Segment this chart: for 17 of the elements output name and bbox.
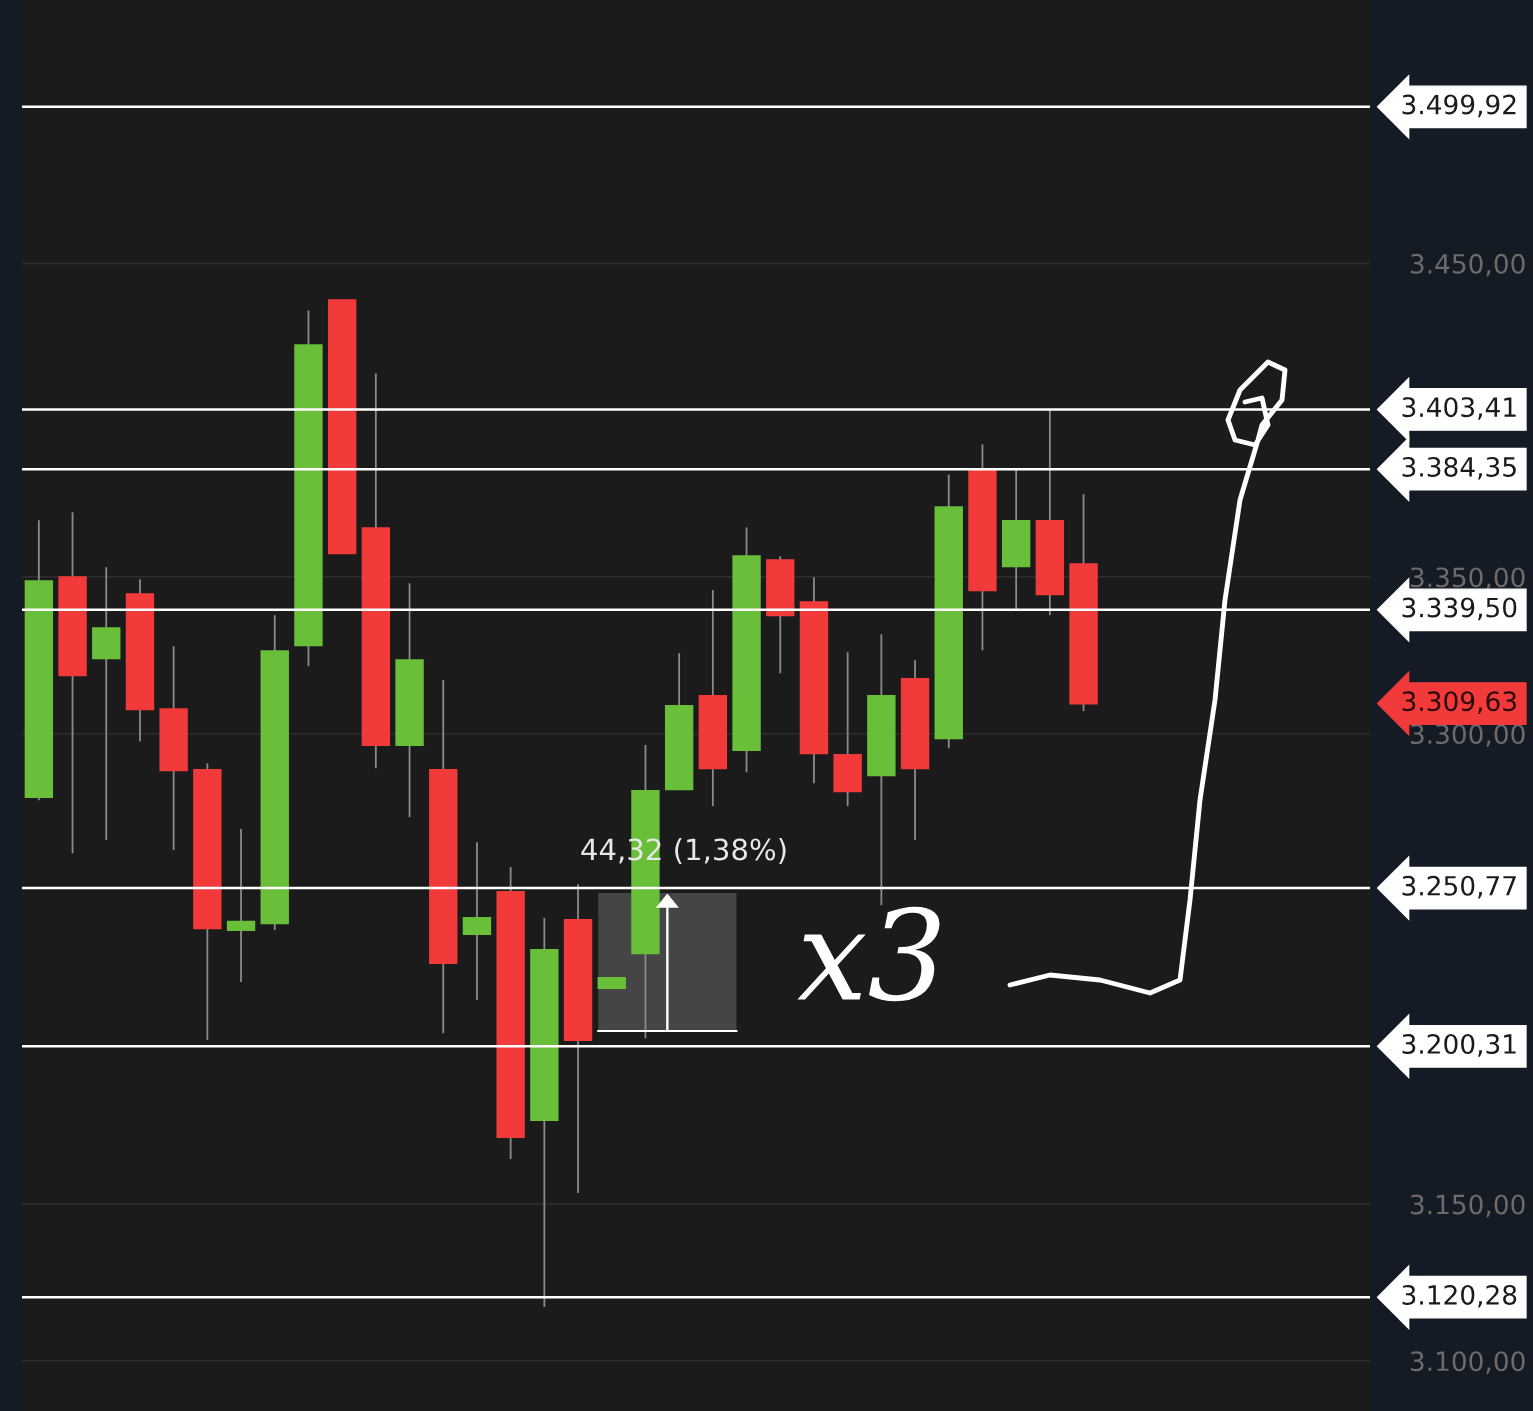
y-tick-label: 3.300,00 [1410,724,1525,747]
text: 3.309,63 [1402,691,1516,714]
ref-line-label: 3.250,77 [1402,875,1516,899]
y-tick-label: 3.100,00 [1410,1351,1525,1374]
y-tick-label: 3.450,00 [1410,253,1525,277]
ref-line-label: 3.120,28 [1402,1284,1517,1308]
ref-line-label: 3.403,41 [1402,397,1516,420]
candlestick [226,828,256,983]
y-tick-label: 3.150,00 [1410,1194,1525,1218]
candlestick [462,841,492,1001]
ref-line-label: 3.499,92 [1402,94,1516,118]
annotation: x3 [797,906,940,1002]
candlestick [92,566,121,841]
y-tick-label: 3.350,00 [1410,567,1525,591]
ref-line-label: 3.384,35 [1402,456,1516,480]
ref-line-label: 3.200,31 [1402,1034,1516,1057]
ref-line-label: 3.339,50 [1402,597,1517,621]
